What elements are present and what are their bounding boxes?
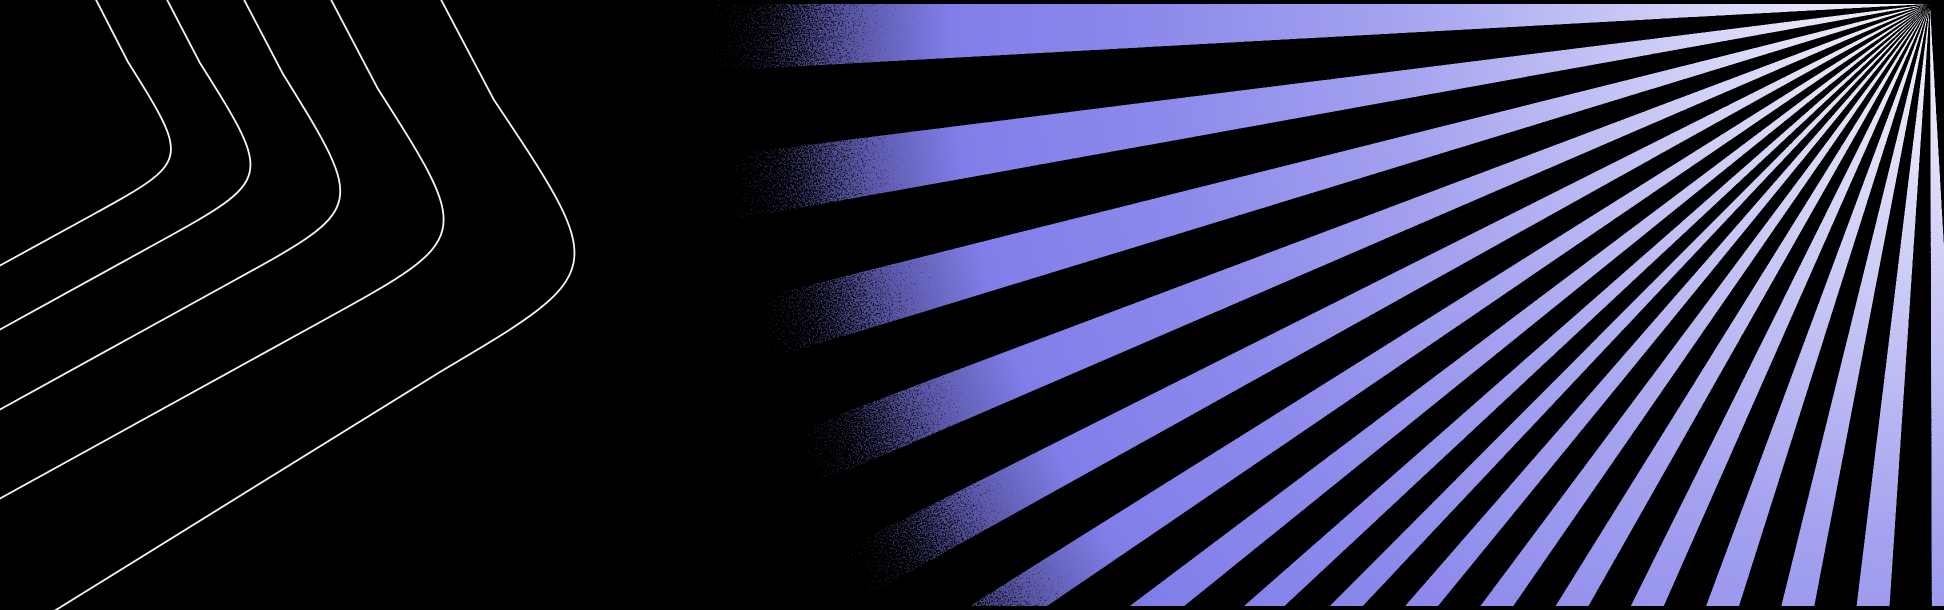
starburst-rays-graphic: [558, 4, 1944, 606]
starburst-ray: [1405, 4, 1930, 606]
starburst-ray: [1781, 4, 1930, 606]
starburst-ray: [558, 4, 1930, 252]
chevron-line: [0, 0, 252, 331]
starburst-ray: [1630, 4, 1930, 606]
starburst-ray: [1930, 4, 1944, 606]
chevron-line: [0, 0, 445, 500]
chevron-line: [0, 0, 172, 267]
chevron-line: [54, 0, 576, 610]
starburst-ray: [1856, 4, 1930, 606]
chevron-line: [0, 0, 342, 411]
starburst-ray: [969, 4, 1930, 606]
starburst-ray: [1329, 4, 1930, 606]
starburst-ray: [558, 4, 1930, 80]
chevron-lines-graphic: [0, 0, 576, 610]
starburst-ray: [1244, 4, 1930, 606]
starburst-ray: [1129, 4, 1930, 606]
starburst-ray: [1706, 4, 1930, 606]
starburst-ray: [558, 4, 1930, 424]
starburst-ray: [1480, 4, 1930, 606]
starburst-ray: [1555, 4, 1930, 606]
starburst-ray: [729, 4, 1930, 606]
starburst-ray: [558, 4, 1930, 596]
